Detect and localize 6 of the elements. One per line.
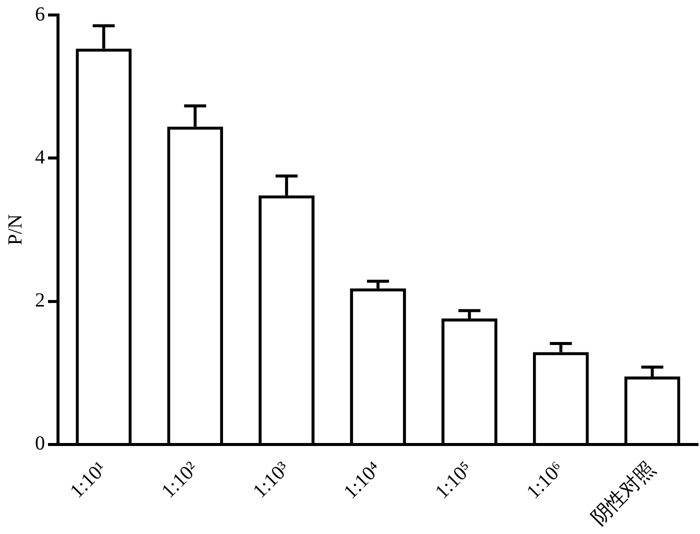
- y-tick-label: 2: [35, 290, 45, 312]
- y-axis-title: P/N: [4, 214, 26, 246]
- y-tick-label: 4: [35, 146, 45, 168]
- y-tick-label: 6: [35, 3, 45, 26]
- x-tick-label: 阴性对照: [587, 458, 660, 530]
- y-tick-label: 0: [35, 432, 45, 455]
